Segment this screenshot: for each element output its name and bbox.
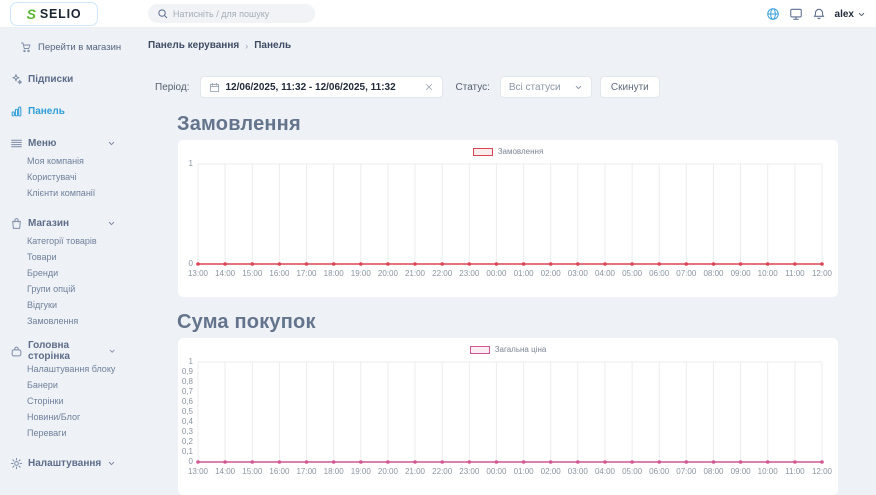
search-input[interactable]: Натисніть / для пошуку — [148, 4, 315, 23]
sidebar-item-subscriptions[interactable]: Підписки — [0, 71, 140, 87]
chevron-down-icon — [107, 219, 116, 228]
chevron-down-icon — [107, 139, 116, 148]
selio-logo-icon: S — [27, 7, 36, 21]
y-axis-tick: 0,5 — [178, 408, 193, 416]
sidebar-item-store[interactable]: Магазин — [0, 215, 140, 231]
breadcrumb-separator: › — [245, 41, 248, 51]
main-content: Панель керування › Панель Період: 12/06/… — [140, 28, 876, 480]
gear-icon — [10, 457, 23, 470]
sidebar-subitem-homepage-4[interactable]: Переваги — [0, 425, 140, 441]
x-axis-tick: 12:00 — [805, 270, 839, 278]
sidebar-subitem-homepage-0[interactable]: Налаштування блоку — [0, 361, 140, 377]
go-to-store-link[interactable]: Перейти в магазин — [0, 39, 140, 55]
y-axis-tick: 1 — [178, 160, 193, 168]
sidebar-item-label: Меню — [28, 138, 56, 149]
breadcrumb: Панель керування › Панель — [148, 40, 876, 51]
calendar-icon — [209, 82, 220, 93]
y-axis-tick: 0,6 — [178, 398, 193, 406]
chevron-down-icon — [574, 83, 583, 92]
notifications-bell-icon[interactable] — [812, 7, 826, 21]
chart-plot — [178, 140, 838, 285]
status-label: Статус: — [456, 82, 490, 93]
language-globe-icon[interactable] — [766, 7, 780, 21]
topbar: S SELIO Натисніть / для пошуку alex — [0, 0, 876, 28]
section-title-orders: Замовлення — [177, 114, 876, 135]
sidebar-subitem-homepage-2[interactable]: Сторінки — [0, 393, 140, 409]
sidebar: Перейти в магазин Підписки Панель Меню Моя … — [0, 28, 140, 480]
sidebar-subitem-store-1[interactable]: Товари — [0, 249, 140, 265]
y-axis-tick: 1 — [178, 358, 193, 366]
chart-plot — [178, 338, 838, 483]
sidebar-subitem-menu-0[interactable]: Моя компанія — [0, 153, 140, 169]
sidebar-subitem-homepage-3[interactable]: Новини/Блог — [0, 409, 140, 425]
sidebar-item-label: Панель — [28, 106, 65, 117]
bar-chart-icon — [10, 105, 23, 118]
sparkles-icon — [10, 73, 23, 86]
sidebar-subitem-store-3[interactable]: Групи опцій — [0, 281, 140, 297]
menu-icon — [10, 137, 23, 150]
sidebar-item-settings[interactable]: Налаштування — [0, 455, 140, 471]
monitor-icon[interactable] — [789, 7, 803, 21]
y-axis-tick: 0,3 — [178, 428, 193, 436]
sidebar-item-label: Налаштування — [28, 458, 101, 469]
cart-icon — [20, 41, 32, 53]
logo-text: SELIO — [40, 7, 82, 21]
search-placeholder: Натисніть / для пошуку — [173, 9, 269, 19]
period-label: Період: — [155, 82, 190, 93]
sidebar-subitem-store-5[interactable]: Замовлення — [0, 313, 140, 329]
filters-bar: Період: 12/06/2025, 11:32 - 12/06/2025, … — [155, 76, 876, 98]
status-selected-value: Всі статуси — [509, 82, 561, 93]
y-axis-tick: 0,9 — [178, 368, 193, 376]
y-axis-tick: 0,4 — [178, 418, 193, 426]
handbag-icon — [10, 345, 23, 358]
sidebar-item-dashboard[interactable]: Панель — [0, 103, 140, 119]
sidebar-subitem-homepage-1[interactable]: Банери — [0, 377, 140, 393]
clear-icon[interactable] — [424, 82, 434, 92]
chevron-down-icon — [108, 347, 116, 356]
sidebar-item-menu[interactable]: Меню — [0, 135, 140, 151]
sidebar-item-label: Магазин — [28, 218, 69, 229]
chevron-down-icon — [857, 10, 866, 19]
logo[interactable]: S SELIO — [10, 2, 98, 26]
user-name: alex — [835, 9, 854, 20]
y-axis-tick: 0,7 — [178, 388, 193, 396]
y-axis-tick: 0,1 — [178, 448, 193, 456]
search-icon — [157, 8, 168, 19]
x-axis-tick: 12:00 — [805, 468, 839, 476]
reset-button[interactable]: Скинути — [600, 76, 660, 98]
sidebar-item-label: Головна сторінка — [28, 340, 108, 362]
section-title-purchase-sum: Сума покупок — [177, 312, 876, 333]
y-axis-tick: 0,8 — [178, 378, 193, 386]
breadcrumb-item-panel: Панель — [254, 40, 291, 51]
user-menu[interactable]: alex — [835, 9, 866, 20]
breadcrumb-item-dashboard[interactable]: Панель керування — [148, 40, 239, 51]
sidebar-subitem-store-2[interactable]: Бренди — [0, 265, 140, 281]
y-axis-tick: 0,2 — [178, 438, 193, 446]
sidebar-subitem-store-0[interactable]: Категорії товарів — [0, 233, 140, 249]
sidebar-item-label: Підписки — [28, 74, 73, 85]
status-select[interactable]: Всі статуси — [500, 76, 592, 98]
sidebar-subitem-menu-1[interactable]: Користувачі — [0, 169, 140, 185]
y-axis-tick: 0 — [178, 260, 193, 268]
sidebar-item-homepage[interactable]: Головна сторінка — [0, 343, 140, 359]
sidebar-subitem-menu-2[interactable]: Клієнти компанії — [0, 185, 140, 201]
period-date-input[interactable]: 12/06/2025, 11:32 - 12/06/2025, 11:32 — [200, 76, 443, 98]
shopping-bag-icon — [10, 217, 23, 230]
sidebar-subitem-store-4[interactable]: Відгуки — [0, 297, 140, 313]
store-link-label: Перейти в магазин — [38, 42, 121, 53]
topbar-actions: alex — [766, 0, 866, 28]
period-value: 12/06/2025, 11:32 - 12/06/2025, 11:32 — [226, 82, 396, 93]
chevron-down-icon — [107, 459, 116, 468]
y-axis-tick: 0 — [178, 458, 193, 466]
